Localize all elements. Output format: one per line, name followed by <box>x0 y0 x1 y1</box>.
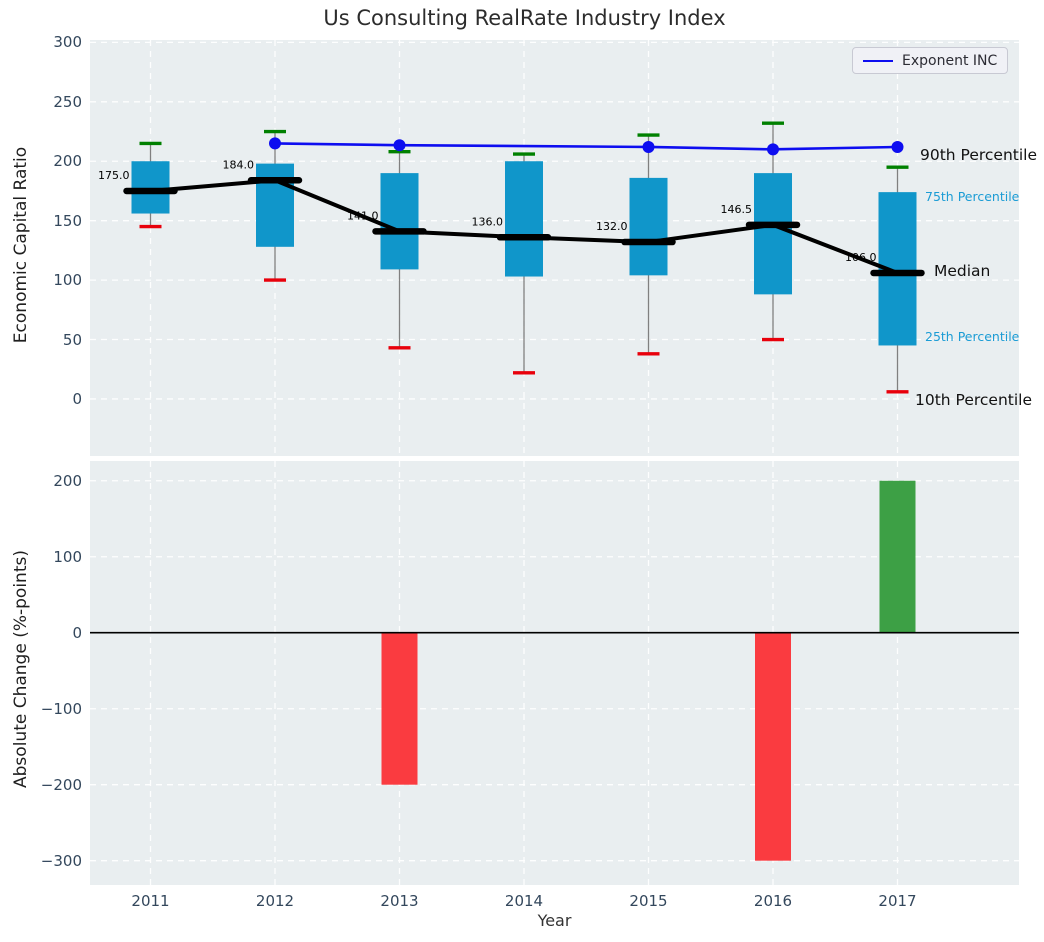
median-value-label-2015: 132.0 <box>596 220 628 233</box>
y-tick-label: 100 <box>53 271 82 290</box>
x-tick-label-2014: 2014 <box>504 892 544 910</box>
exponent-inc-line <box>274 142 898 151</box>
legend: Exponent INC <box>852 47 1009 74</box>
x-axis-label: Year <box>537 911 572 930</box>
y-tick-label: 200 <box>53 152 82 171</box>
median-value-label-2014: 136.0 <box>472 215 504 228</box>
x-tick-label-2016: 2016 <box>753 892 793 910</box>
y-axis-label-top: Economic Capital Ratio <box>11 146 31 344</box>
y-tick-label: −300 <box>40 851 82 870</box>
box-2011 <box>131 161 170 214</box>
bar-2013 <box>381 632 418 785</box>
box-2016 <box>754 173 792 295</box>
y-axis-label-bottom: Absolute Change (%-points) <box>11 550 31 788</box>
boxplot-canvas: 175.0 184.0 141.0 136.0 132.0 146.5 106.0 <box>90 40 1019 456</box>
median-value-label-2011: 175.0 <box>98 169 130 182</box>
annotation-90th-percentile: 90th Percentile <box>920 146 1038 164</box>
x-tick-label-2013: 2013 <box>380 892 419 910</box>
median-value-label-2016: 146.5 <box>721 203 753 216</box>
legend-label: Exponent INC <box>902 52 998 69</box>
y-tick-label: 0 <box>72 623 82 642</box>
y-tick-label: −100 <box>40 699 82 718</box>
bar-2017 <box>879 480 916 633</box>
x-tick-label-2011: 2011 <box>131 892 170 910</box>
x-tick-label-2015: 2015 <box>629 892 668 910</box>
median-value-label-2012: 184.0 <box>223 158 255 171</box>
bar-canvas <box>90 461 1019 885</box>
box-2015 <box>629 177 668 276</box>
exponent-inc-marker-2016 <box>767 143 779 156</box>
x-tick-label-2012: 2012 <box>255 892 295 910</box>
exponent-inc-marker-2012 <box>269 137 281 150</box>
exponent-inc-marker-2013 <box>393 139 406 152</box>
median-value-label-2017: 106.0 <box>845 251 877 264</box>
annotation-75th-percentile: 75th Percentile <box>925 189 1020 204</box>
exponent-inc-marker-2015 <box>642 140 655 153</box>
y-tick-label: 150 <box>53 211 82 230</box>
y-tick-label: 50 <box>62 330 82 349</box>
y-tick-label: 200 <box>53 471 82 490</box>
median-value-label-2013: 141.0 <box>347 209 379 222</box>
annotation-10th-percentile: 10th Percentile <box>915 391 1033 409</box>
y-tick-label: −200 <box>40 775 82 794</box>
box-2013 <box>380 173 419 270</box>
bar-panel <box>90 461 1019 885</box>
annotation-median: Median <box>934 262 991 280</box>
chart-title: Us Consulting RealRate Industry Index <box>323 6 726 30</box>
exponent-inc-marker-2017 <box>891 140 904 153</box>
y-tick-label: 100 <box>53 547 82 566</box>
box-2012 <box>256 163 294 247</box>
y-tick-label: 250 <box>53 92 82 111</box>
annotation-25th-percentile: 25th Percentile <box>925 329 1020 344</box>
box-2014 <box>505 161 543 277</box>
boxplot-panel: 175.0 184.0 141.0 136.0 132.0 146.5 106.0 <box>90 40 1019 456</box>
legend-line-icon <box>863 59 893 62</box>
bar-2016 <box>755 632 791 861</box>
y-tick-label: 0 <box>72 389 82 408</box>
y-tick-label: 300 <box>53 33 82 52</box>
x-tick-label-2017: 2017 <box>878 892 917 910</box>
